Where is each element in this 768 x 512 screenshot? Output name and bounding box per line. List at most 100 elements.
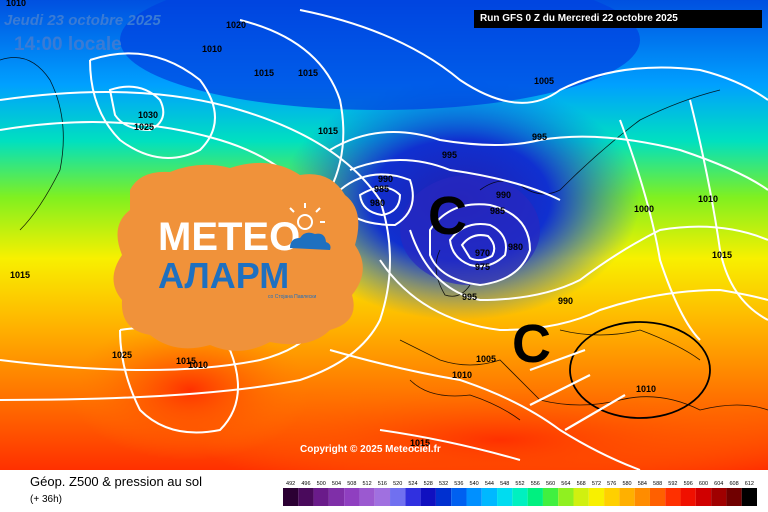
isobar-label: 1025	[112, 350, 132, 360]
isobar-label: 1015	[318, 126, 338, 136]
isobar-label: 1010	[188, 360, 208, 370]
scale-swatch	[665, 488, 681, 506]
scale-swatch	[741, 488, 757, 506]
scale-swatch	[435, 488, 452, 506]
isobar-label: 1015	[176, 356, 196, 366]
isobar-label: 1010	[636, 384, 656, 394]
scale-swatch	[558, 488, 574, 506]
scale-swatch	[328, 488, 345, 506]
scale-tick-label: 608	[729, 481, 738, 487]
scale-swatch	[344, 488, 360, 506]
scale-swatch	[512, 488, 528, 506]
chart-subtitle: (+ 36h)	[30, 494, 62, 505]
low-marker: C	[512, 314, 551, 374]
scale-swatch	[374, 488, 391, 506]
scale-swatch	[497, 488, 513, 506]
scale-swatch	[466, 488, 482, 506]
logo-background	[113, 162, 363, 351]
scale-tick-label: 596	[684, 481, 693, 487]
scale-swatch	[634, 488, 650, 506]
scale-tick-label: 568	[577, 481, 586, 487]
isobar-label: 1010	[202, 44, 222, 54]
scale-tick-label: 612	[745, 481, 754, 487]
isobar-label: 1015	[10, 270, 30, 280]
scale-tick-label: 552	[515, 481, 524, 487]
scale-tick-label: 544	[485, 481, 494, 487]
color-scale: 492 496 500 504 508 512 516 520 524 528 532 536 540 5…	[283, 481, 757, 506]
isobar-label: 1005	[476, 354, 496, 364]
logo-line2: АЛАРМ	[158, 255, 289, 296]
isobar-label: 1000	[634, 204, 654, 214]
sun-cloud-icon	[289, 203, 325, 230]
scale-tick-label: 600	[699, 481, 708, 487]
south-warm-area	[200, 380, 768, 470]
scale-tick-label: 504	[332, 481, 341, 487]
forecast-time: 14:00 locale	[14, 34, 122, 55]
scale-tick-label: 508	[347, 481, 356, 487]
scale-swatch	[542, 488, 559, 506]
isobar-label: 1015	[298, 68, 318, 78]
isobar-label: 1010	[452, 370, 472, 380]
scale-tick-label: 556	[531, 481, 540, 487]
scale-tick-label: 516	[378, 481, 387, 487]
low-markers: C C	[428, 186, 551, 374]
scale-swatch	[619, 488, 635, 506]
low-marker: C	[428, 186, 467, 246]
copyright: Copyright © 2025 Meteociel.fr	[300, 444, 441, 455]
scale-swatch	[695, 488, 712, 506]
scale-swatch	[711, 488, 727, 506]
isobar-label: 1010	[698, 194, 718, 204]
scale-swatch	[359, 488, 375, 506]
scale-swatch	[405, 488, 421, 506]
isobar-labels: 1020 1010 1010 1015 1015 1030 1025 1015 …	[6, 0, 732, 448]
isobar-label: 980	[508, 242, 523, 252]
isobar-label: 1015	[254, 68, 274, 78]
scale-tick-label: 540	[470, 481, 479, 487]
isobar-label: 1025	[134, 122, 154, 132]
isobar-label: 1030	[138, 110, 158, 120]
scale-tick-label: 584	[638, 481, 647, 487]
cloud-icon	[290, 232, 331, 250]
logo-line1: METEO	[158, 215, 300, 259]
isobar-label: 970	[475, 248, 490, 258]
scale-tick-label: 604	[714, 481, 723, 487]
isobar-label: 985	[490, 206, 505, 216]
scale-swatch	[313, 488, 329, 506]
model-run: Run GFS 0 Z du Mercredi 22 octobre 2025	[474, 10, 762, 28]
scale-swatch	[390, 488, 406, 506]
scale-swatch	[451, 488, 467, 506]
isobar-label: 995	[532, 132, 547, 142]
scale-tick-label: 572	[592, 481, 601, 487]
logo-tagline: со Стојана Павлески	[268, 294, 316, 300]
isobar-label: 995	[442, 150, 457, 160]
annotation-arrows	[529, 321, 711, 431]
logo: METEO АЛАРМ со Стојана Павлески	[113, 162, 363, 351]
scale-tick-label: 496	[301, 481, 310, 487]
scale-tick-label: 500	[317, 481, 326, 487]
scale-tick-label: 536	[454, 481, 463, 487]
scale-tick-label: 592	[668, 481, 677, 487]
scale-tick-label: 520	[393, 481, 402, 487]
footer: Géop. Z500 & pression au sol (+ 36h) 492…	[0, 470, 768, 512]
isobar-label: 995	[462, 292, 477, 302]
scale-tick-label: 560	[546, 481, 555, 487]
scale-swatch	[726, 488, 742, 506]
scale-swatch	[604, 488, 620, 506]
isobar-label: 1010	[6, 0, 26, 8]
isobar-label: 980	[370, 198, 385, 208]
isobar-label: 990	[496, 190, 511, 200]
chart-title: Géop. Z500 & pression au sol	[30, 474, 202, 489]
weather-map: 1020 1010 1010 1015 1015 1030 1025 1015 …	[0, 0, 768, 470]
isobar-label: 985	[374, 184, 389, 194]
scale-swatch	[481, 488, 498, 506]
isobar-label: 990	[558, 296, 573, 306]
scale-tick-label: 564	[561, 481, 570, 487]
scale-swatch	[649, 488, 666, 506]
scale-tick-label: 576	[607, 481, 616, 487]
isobar-label: 990	[378, 174, 393, 184]
scale-tick-label: 548	[500, 481, 509, 487]
scale-swatch	[420, 488, 436, 506]
scale-swatch	[527, 488, 543, 506]
scale-swatch	[298, 488, 314, 506]
isobars	[0, 9, 768, 470]
